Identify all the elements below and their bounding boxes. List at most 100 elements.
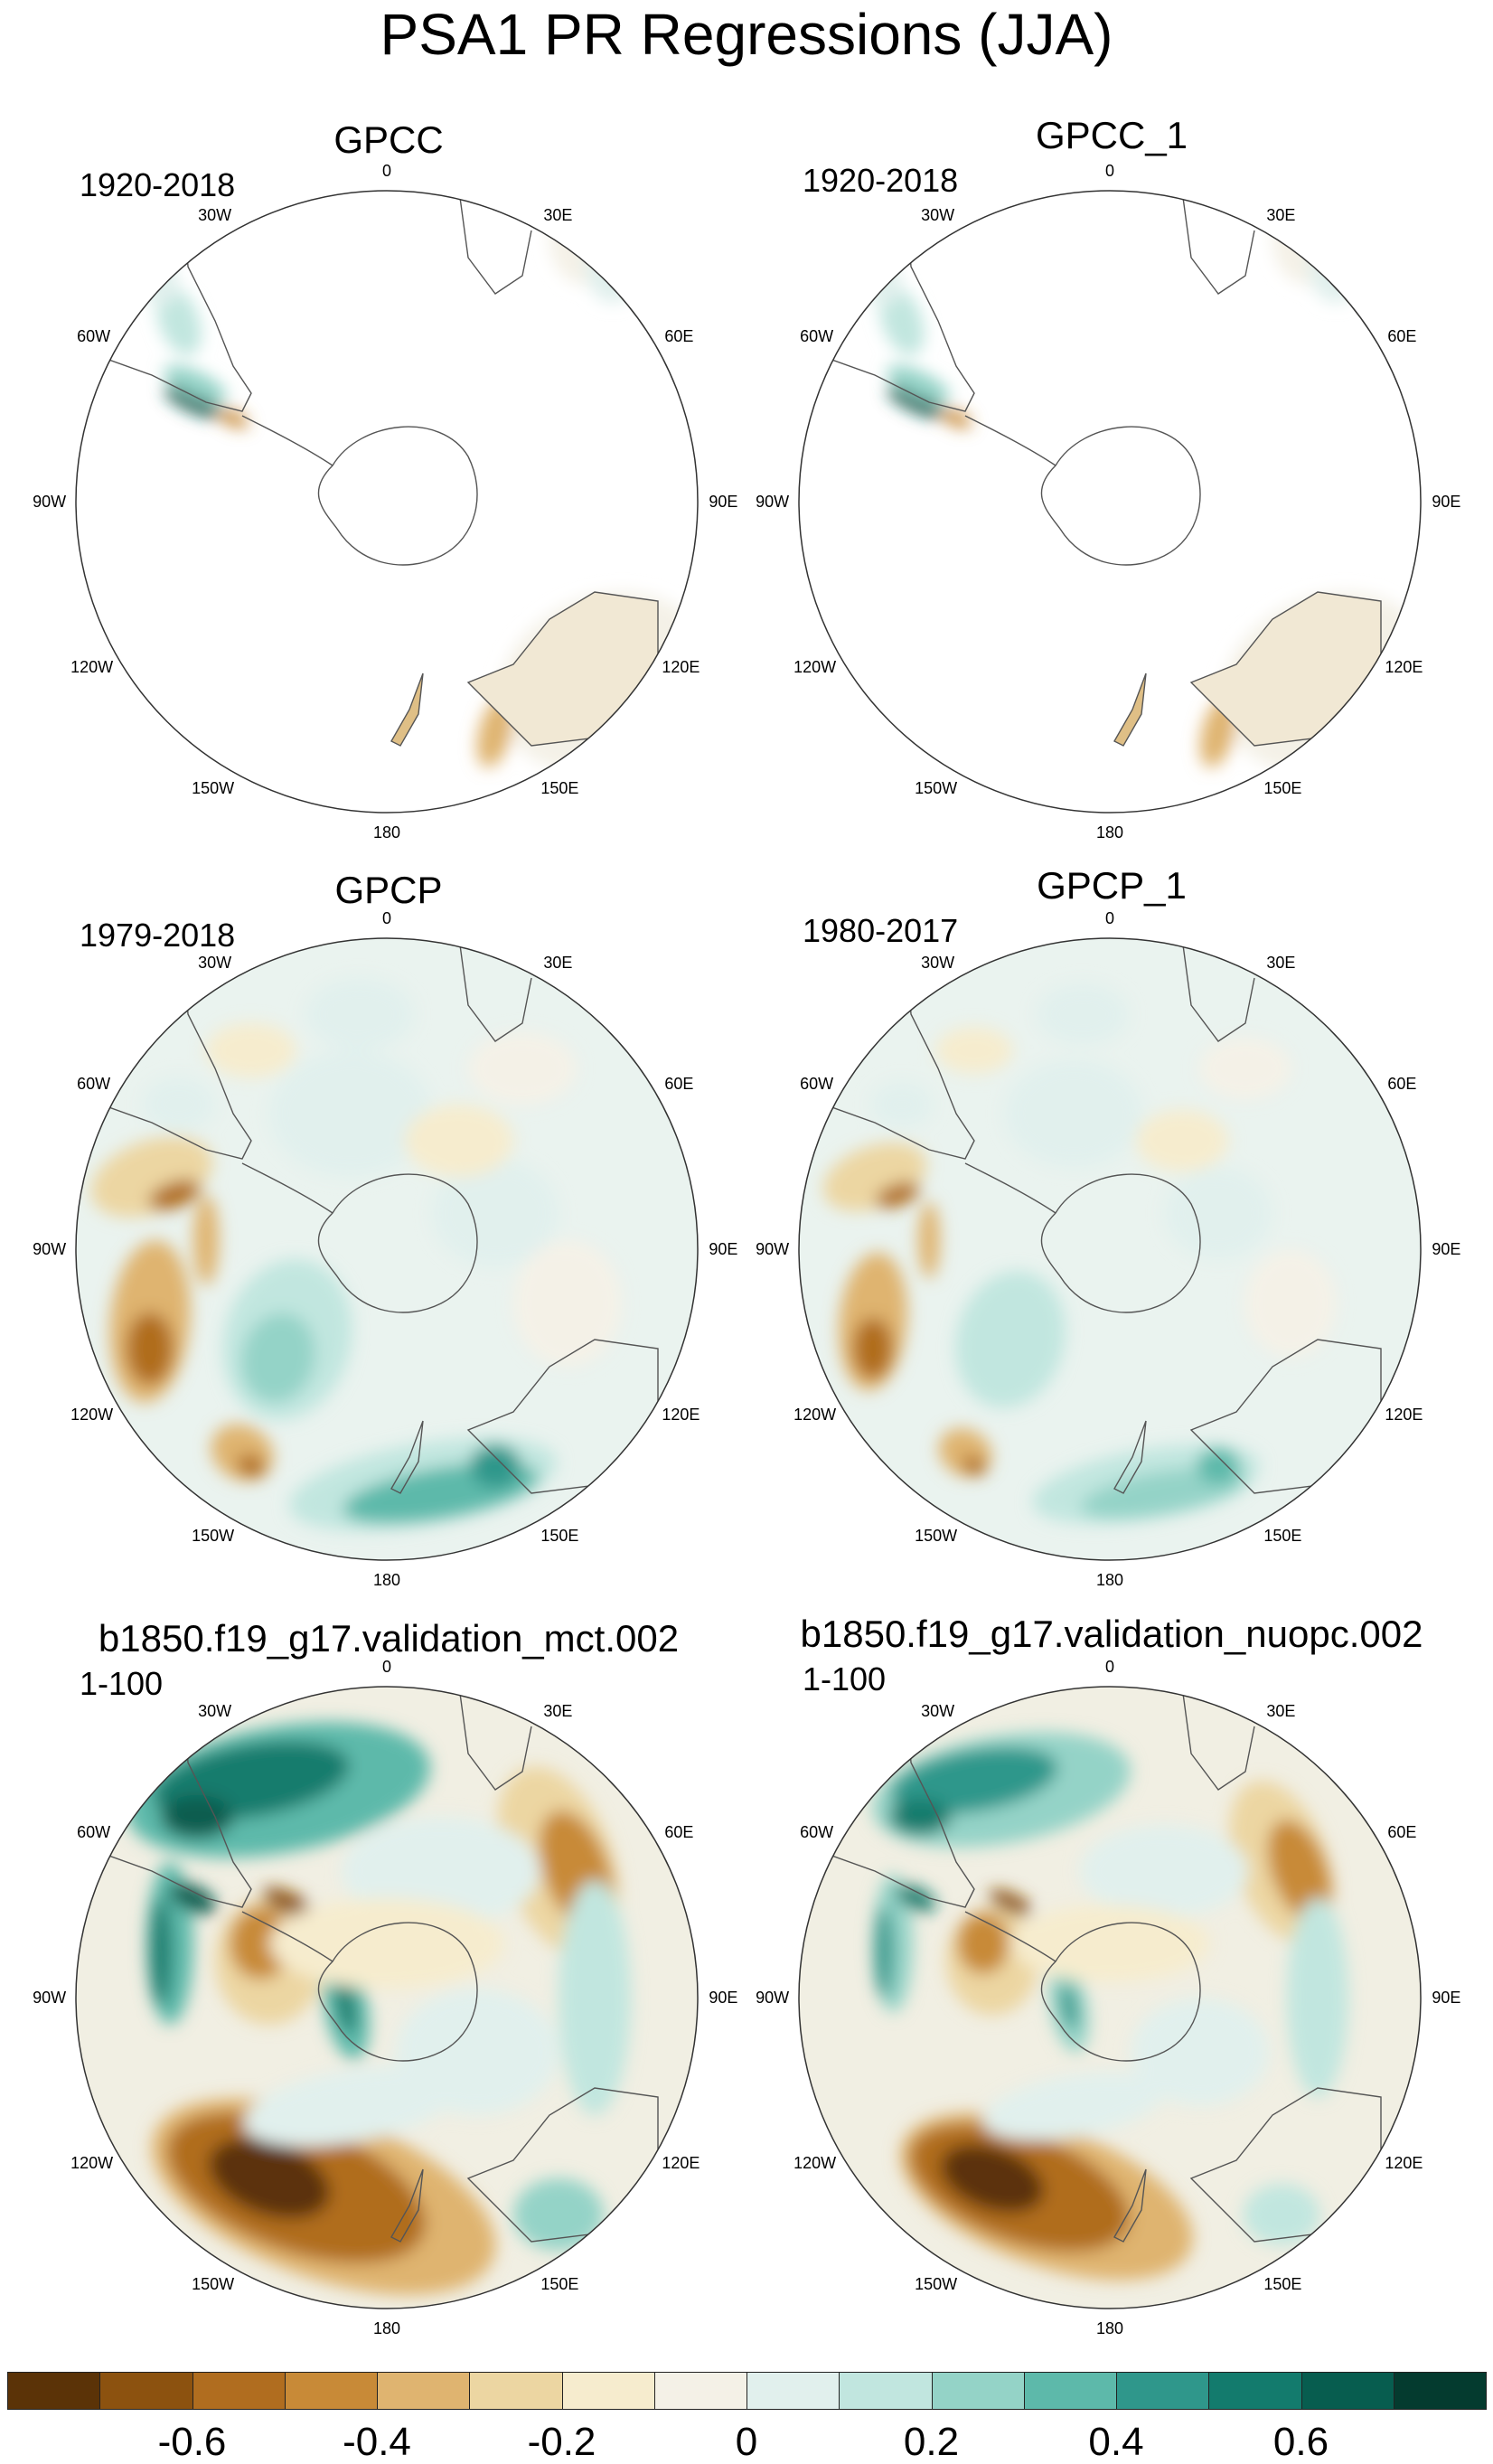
field-anomaly	[1060, 1983, 1078, 2030]
field-anomaly	[269, 1898, 504, 1989]
field-anomaly	[1004, 1059, 1143, 1168]
longitude-label: 0	[381, 1658, 392, 1676]
colorbar-swatch	[469, 2372, 563, 2410]
polar-map	[75, 190, 699, 813]
longitude-label: 150W	[192, 1526, 235, 1545]
longitude-label: 120W	[70, 1406, 114, 1424]
panel-title: b1850.f19_g17.validation_nuopc.002	[800, 1613, 1423, 1655]
field-anomaly	[269, 1050, 432, 1177]
field-anomaly	[887, 365, 950, 403]
field-anomaly	[342, 1817, 540, 1925]
south-america-coastline	[76, 1698, 252, 1908]
field-anomaly	[237, 1454, 266, 1478]
longitude-label: 60E	[664, 327, 694, 345]
australia-coastline	[1189, 591, 1382, 747]
longitude-label: 120W	[70, 2154, 114, 2172]
colorbar-tick-label: -0.2	[527, 2420, 596, 2464]
field-anomaly	[957, 1913, 1009, 1974]
field-anomaly	[989, 1889, 1032, 1916]
panel-period: 1-100	[80, 1665, 164, 1702]
colorbar-swatch	[7, 2372, 101, 2410]
map-border	[75, 1686, 699, 2309]
field-anomaly	[559, 1880, 631, 2115]
south-america-coastline	[799, 1698, 975, 1908]
field-anomaly	[150, 1898, 172, 2007]
longitude-label: 150W	[915, 778, 958, 797]
colorbar-swatch	[192, 2372, 286, 2410]
polar-map	[798, 1686, 1422, 2309]
panel-title: GPCC	[333, 118, 444, 161]
panel-period: 1980-2017	[803, 912, 959, 949]
map-panel-5: b1850.f19_g17.validation_mct.002 1-100 0 30…	[0, 1616, 746, 2366]
field-anomaly	[1243, 2184, 1320, 2245]
field-anomaly	[1136, 1110, 1228, 1171]
antarctica-coastline	[1040, 1922, 1201, 2062]
africa-coastline	[458, 191, 532, 295]
longitude-label: 120E	[1385, 658, 1423, 676]
field-anomaly	[305, 978, 414, 1050]
longitude-label: 30E	[1266, 206, 1296, 225]
longitude-label: 180	[372, 823, 401, 842]
map-panel-1: GPCC 1920-2018 0 30E 60E 90E 120E 150E 180 150W 12…	[0, 118, 746, 868]
africa-coastline	[1181, 938, 1255, 1042]
longitude-label: 60E	[1387, 327, 1417, 345]
antarctica-coastline	[317, 1922, 478, 2062]
colorbar-swatch	[746, 2372, 840, 2410]
longitude-label: 0	[381, 162, 392, 180]
longitude-label: 90E	[1432, 1240, 1461, 1258]
peninsula-coastline	[241, 1911, 333, 1962]
antarctica-coastline	[317, 1173, 478, 1313]
longitude-label: 60W	[800, 327, 834, 345]
field-anomaly	[887, 387, 944, 418]
map-border	[798, 1686, 1422, 2309]
longitude-label: 30W	[198, 1702, 232, 1721]
colorbar: -0.6 -0.4 -0.2 0 0.2 0.4 0.6	[7, 2372, 1487, 2464]
field-anomaly	[1309, 230, 1363, 303]
south-america-coastline	[76, 202, 252, 412]
field-anomaly	[889, 1798, 951, 1836]
longitude-label: 120E	[662, 2154, 700, 2172]
colorbar-swatch	[1208, 2372, 1302, 2410]
colorbar-swatch	[284, 2372, 378, 2410]
longitude-label: 30W	[921, 206, 955, 225]
longitude-label: 120W	[793, 658, 837, 676]
longitude-label: 90W	[756, 1240, 790, 1258]
panel-title: b1850.f19_g17.validation_mct.002	[98, 1617, 680, 1660]
longitude-label: 90E	[709, 1989, 738, 2007]
panel-period: 1-100	[803, 1660, 887, 1698]
longitude-label: 30E	[1266, 1702, 1296, 1721]
field-anomaly	[875, 1181, 920, 1208]
longitude-label: 90W	[33, 1989, 67, 2007]
longitude-label: 180	[372, 1571, 401, 1589]
colorbar-swatch	[839, 2372, 933, 2410]
field-anomaly	[243, 2065, 458, 2147]
longitude-label: 120E	[662, 658, 700, 676]
field-anomaly	[164, 387, 221, 418]
colorbar-swatch	[653, 2372, 747, 2410]
longitude-label: 90E	[709, 1240, 738, 1258]
map-panel-3: GPCP 1979-2018 0 30E 60E 90E 120E 150E 180 150W 12…	[0, 868, 746, 1618]
field-anomaly	[405, 1105, 513, 1177]
field-anomaly	[513, 2178, 604, 2251]
africa-coastline	[1181, 191, 1255, 295]
colorbar-tick-label: 0	[735, 2420, 758, 2464]
longitude-label: 60W	[800, 1823, 834, 1841]
longitude-label: 90W	[756, 1989, 790, 2007]
longitude-label: 150W	[192, 2274, 235, 2293]
new-zealand-coastline	[1113, 2168, 1147, 2243]
longitude-label: 120E	[662, 1406, 700, 1424]
panel-title: GPCC_1	[1035, 114, 1188, 156]
australia-coastline	[466, 1339, 659, 1494]
new-zealand-coastline	[1113, 1420, 1147, 1494]
colorbar-swatch	[931, 2372, 1025, 2410]
longitude-label: 150E	[540, 2274, 579, 2293]
field-anomaly	[970, 1320, 1033, 1396]
longitude-label: 180	[1095, 823, 1124, 842]
field-anomaly	[206, 1023, 296, 1077]
australia-coastline	[466, 2087, 659, 2243]
field-anomaly	[193, 1195, 219, 1285]
australia-coastline	[1189, 1339, 1382, 1494]
panel-title: GPCP	[334, 869, 443, 911]
field-anomaly	[1267, 1820, 1332, 1923]
africa-coastline	[458, 938, 532, 1042]
